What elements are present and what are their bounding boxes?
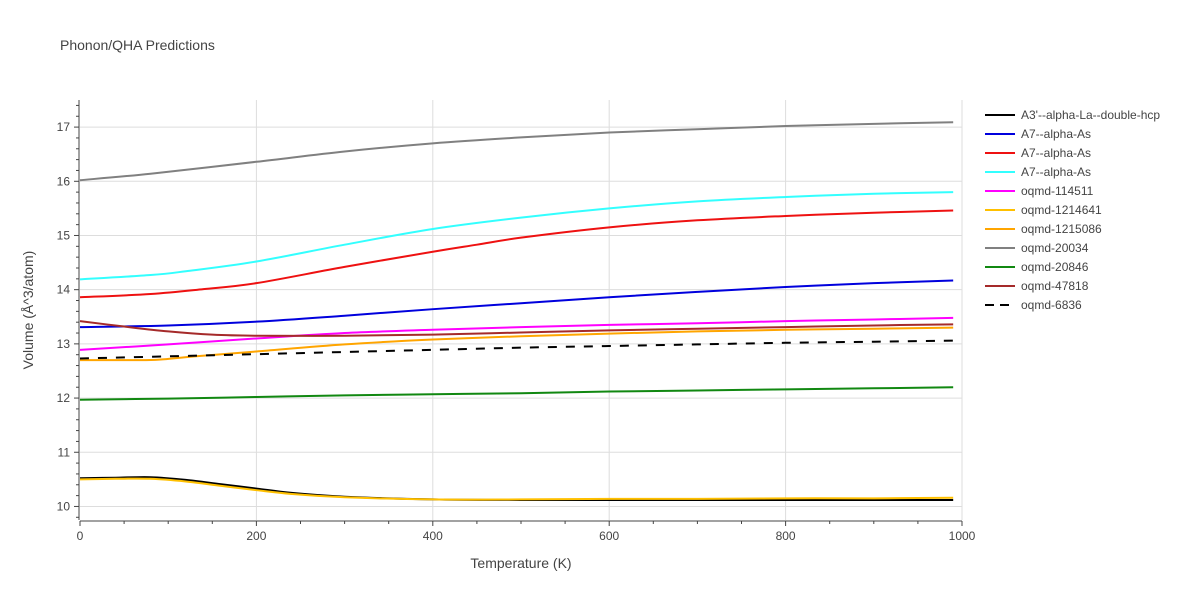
axes: 10 11 12 13 14 15 16 17 0 200 400 600 800 1000 — [57, 100, 976, 543]
x-tick-label: 0 — [77, 529, 84, 543]
legend-label-4[interactable]: oqmd-114511 — [1021, 184, 1094, 198]
y-tick-label: 12 — [57, 391, 71, 405]
series-line-2 — [79, 209, 954, 299]
chart-title: Phonon/QHA Predictions — [60, 37, 215, 53]
y-tick-label: 17 — [57, 120, 71, 134]
x-tick-label: 200 — [246, 529, 266, 543]
y-tick-label: 13 — [57, 337, 71, 351]
legend-label-2[interactable]: A7--alpha-As — [1021, 146, 1091, 160]
legend-label-8[interactable]: oqmd-20846 — [1021, 260, 1089, 274]
y-tick-label: 16 — [57, 174, 71, 188]
y-axis-title: Volume (Å^3/atom) — [20, 251, 36, 370]
legend-label-1[interactable]: A7--alpha-As — [1021, 127, 1091, 141]
series-line-10 — [79, 339, 954, 360]
series-line-9 — [79, 320, 954, 337]
legend-label-7[interactable]: oqmd-20034 — [1021, 241, 1089, 255]
legend-label-6[interactable]: oqmd-1215086 — [1021, 222, 1102, 236]
y-tick-label: 11 — [58, 445, 71, 459]
y-tick-label: 14 — [57, 283, 71, 297]
legend[interactable]: A3'--alpha-La--double-hcp A7--alpha-As A7-… — [985, 108, 1160, 312]
x-tick-label: 400 — [423, 529, 443, 543]
legend-label-3[interactable]: A7--alpha-As — [1021, 165, 1091, 179]
series-line-8 — [79, 386, 954, 401]
x-tick-label: 1000 — [949, 529, 976, 543]
legend-label-0[interactable]: A3'--alpha-La--double-hcp — [1021, 108, 1160, 122]
grid — [80, 100, 963, 520]
series-line-3 — [79, 191, 954, 281]
series-line-6 — [79, 326, 954, 362]
series-line-4 — [79, 316, 954, 351]
legend-label-9[interactable]: oqmd-47818 — [1021, 279, 1089, 293]
x-tick-label: 800 — [776, 529, 796, 543]
y-tick-label: 10 — [57, 499, 71, 513]
series-line-7 — [79, 121, 954, 182]
series-lines — [79, 121, 954, 501]
y-tick-label: 15 — [57, 228, 71, 242]
series-line-0 — [79, 476, 954, 501]
legend-label-10[interactable]: oqmd-6836 — [1021, 298, 1082, 312]
series-line-1 — [79, 279, 954, 329]
x-tick-label: 600 — [599, 529, 619, 543]
x-axis-title: Temperature (K) — [470, 555, 571, 571]
legend-label-5[interactable]: oqmd-1214641 — [1021, 203, 1102, 217]
series-line-5 — [79, 477, 954, 501]
